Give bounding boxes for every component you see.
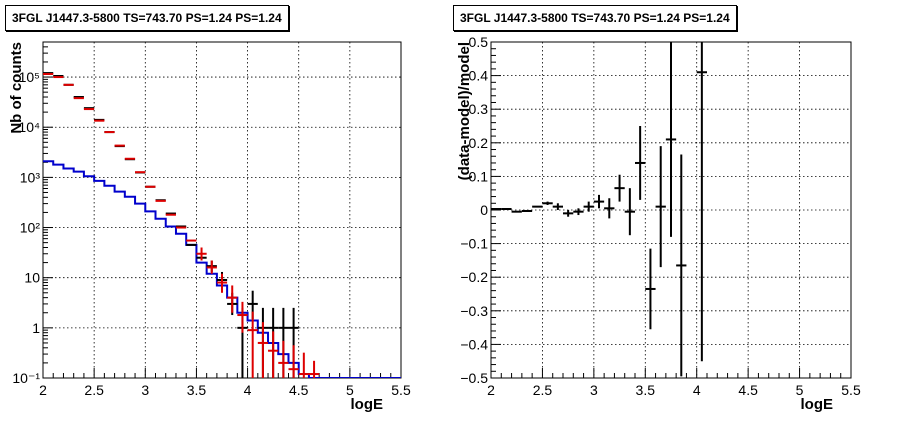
x-tick-label: 5: [346, 382, 354, 398]
model-step-line: [43, 160, 401, 378]
panel-residuals-plot: 2 2.5 3 3.5 4 4.5 5 5.5 −0.5 −0.4 −0.3 −0.2 −0.1 0 0.1…: [456, 34, 861, 413]
y-tick-label: −0.3: [460, 303, 488, 319]
x-tick-label: 2: [39, 382, 47, 398]
x-tick-label: 5.5: [391, 382, 411, 398]
data-point: [268, 331, 279, 378]
x-tick-label: 3: [141, 382, 149, 398]
x-tick-label: 2: [487, 382, 495, 398]
x-tick-label: 2.5: [533, 382, 553, 398]
data-point: [237, 301, 248, 333]
y-tick-label: 0.1: [469, 168, 489, 184]
y-tick-label: 10⁵: [19, 69, 40, 85]
plot-frame: [42, 41, 402, 379]
data-point: [624, 188, 635, 236]
data-point: [676, 154, 687, 377]
data-point: [206, 260, 217, 274]
data-point: [573, 208, 584, 216]
series-2: [43, 73, 320, 378]
y-tick-label: 0.2: [469, 135, 489, 151]
x-axis-title: logE: [351, 396, 384, 413]
y-tick-label: 10⁻¹: [12, 370, 40, 386]
data-point: [665, 42, 677, 237]
x-axis-ticks: [490, 368, 852, 378]
y-tick-label: 1: [32, 320, 40, 336]
y-tick-label: 10²: [20, 220, 41, 236]
data-point: [278, 340, 289, 378]
x-tick-label: 3.5: [187, 382, 207, 398]
x-tick-label: 4.5: [289, 382, 309, 398]
data-point: [604, 198, 615, 219]
x-tick-label: 5: [796, 382, 804, 398]
data-point: [593, 194, 605, 209]
y-tick-label: 10³: [20, 169, 41, 185]
data-point: [645, 248, 656, 330]
series-0: [491, 42, 707, 377]
y-tick-label: 0.4: [469, 68, 489, 84]
data-point: [308, 360, 320, 378]
data-point: [655, 146, 666, 268]
y-tick-label: 0: [480, 202, 488, 218]
y-axis-title: (data-model)/model: [456, 42, 473, 180]
y-tick-label: −0.1: [460, 236, 488, 252]
data-point: [696, 42, 707, 362]
y-tick-label: −0.2: [460, 269, 488, 285]
y-axis-title: Nb of counts: [8, 42, 25, 134]
x-tick-label: 4: [244, 382, 252, 398]
x-tick-label: 4.5: [738, 382, 758, 398]
panel-counts-plot: 2 2.5 3 3.5 4 4.5 5 5.5 10⁻¹ 1 10 10² 10³ 10⁴ 10⁵ logE N…: [8, 41, 411, 413]
data-point: [227, 285, 238, 313]
x-tick-label: 3: [590, 382, 598, 398]
data-point: [542, 201, 553, 205]
x-tick-label: 2.5: [84, 382, 104, 398]
y-tick-label: 10: [24, 270, 40, 286]
data-point: [552, 203, 563, 210]
data-point: [216, 273, 228, 293]
right-panel-title: 3FGL J1447.3-5800 TS=743.70 PS=1.24 PS=1…: [453, 5, 737, 31]
grid-lines: [43, 42, 401, 378]
data-point: [614, 174, 625, 202]
data-point: [563, 210, 574, 217]
left-panel-title: 3FGL J1447.3-5800 TS=743.70 PS=1.24 PS=1…: [5, 5, 289, 31]
y-tick-label: 0.5: [469, 34, 489, 50]
x-tick-label: 3.5: [636, 382, 656, 398]
data-point: [247, 311, 258, 378]
data-point: [288, 345, 299, 378]
data-point: [583, 201, 594, 212]
y-tick-label: −0.4: [460, 336, 488, 352]
y-tick-label: −0.5: [460, 370, 488, 386]
y-axis-ticks: [43, 41, 53, 379]
y-axis-ticks: [491, 41, 501, 379]
y-tick-label: 0.3: [469, 101, 489, 117]
data-point: [196, 247, 207, 261]
x-tick-label: 5.5: [841, 382, 861, 398]
data-point: [298, 352, 309, 378]
x-axis-ticks: [42, 368, 402, 378]
data-point: [635, 126, 646, 200]
series-0: [43, 160, 401, 378]
x-axis-title: logE: [801, 396, 834, 413]
y-tick-label: 10⁴: [18, 119, 40, 135]
x-tick-label: 4: [693, 382, 701, 398]
data-point: [257, 322, 269, 378]
